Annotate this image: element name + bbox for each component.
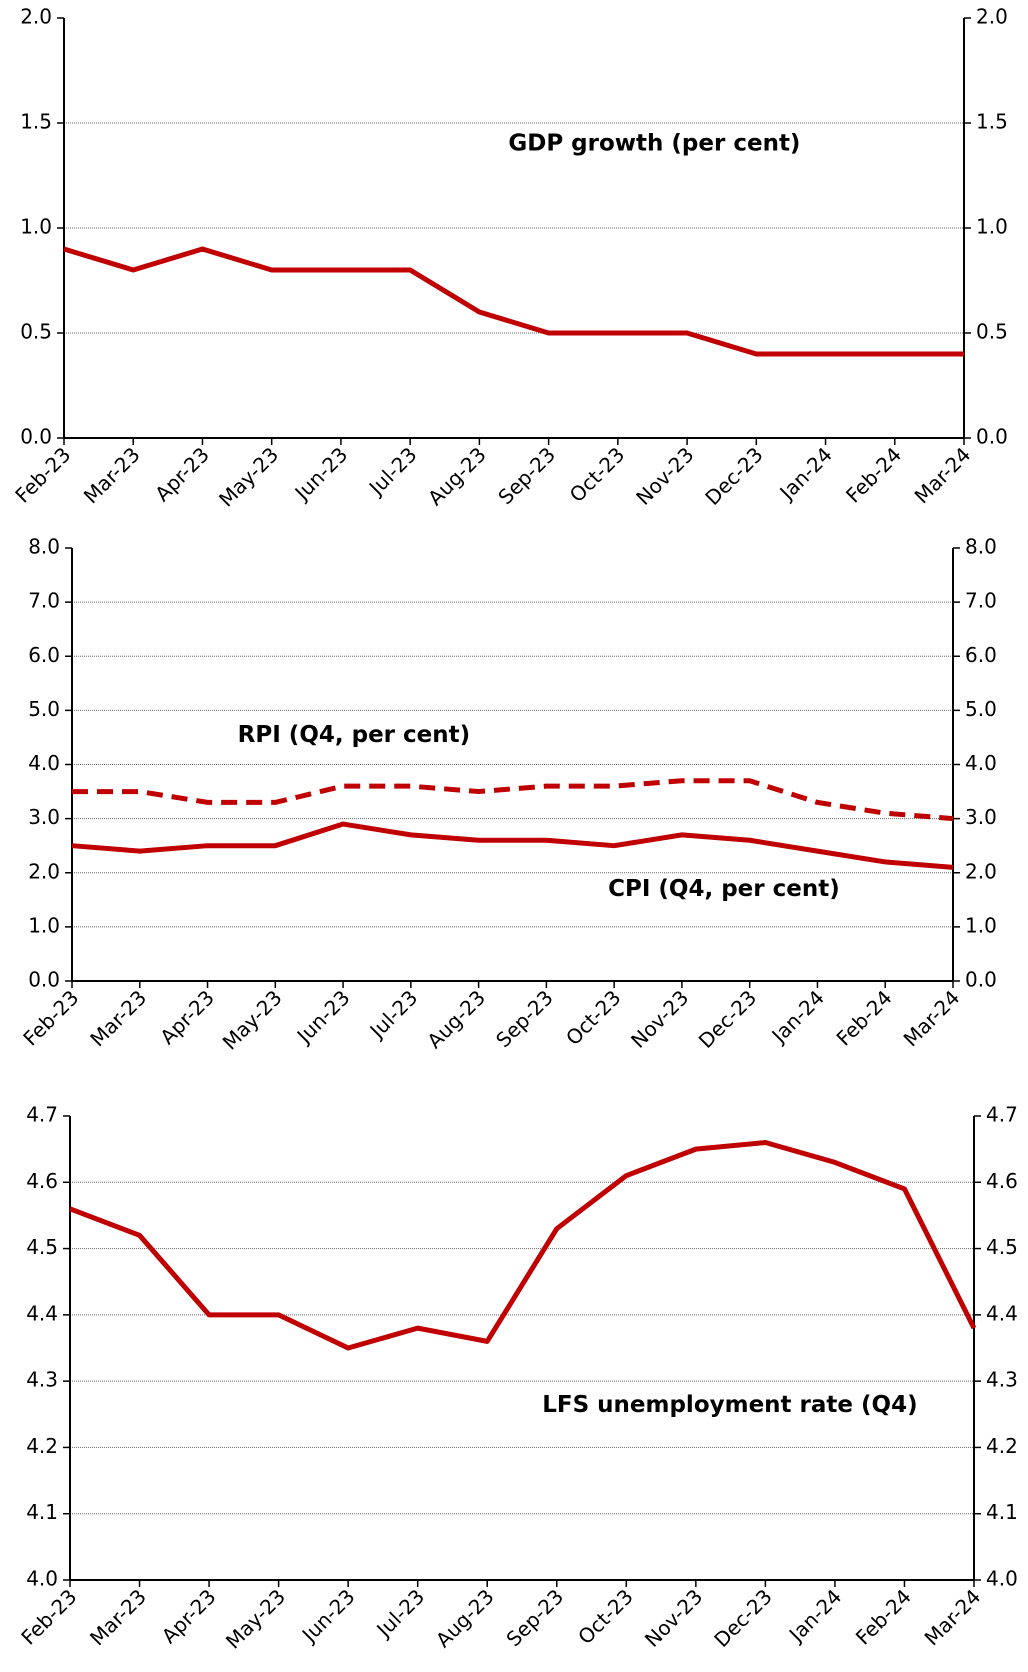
y2-tick-label: 6.0 <box>965 643 997 667</box>
x-tick-label: Dec-23 <box>709 1584 776 1651</box>
y2-tick-label: 4.2 <box>986 1434 1018 1458</box>
x-tick-label: Apr-23 <box>150 442 214 506</box>
y-tick-label: 4.2 <box>26 1434 58 1458</box>
y-tick-label: 4.5 <box>26 1235 58 1259</box>
x-tick-label: Sep-23 <box>491 985 558 1052</box>
x-tick-label: Jun-23 <box>296 1584 360 1648</box>
series-label: LFS unemployment rate (Q4) <box>542 1392 917 1418</box>
y2-tick-label: 4.6 <box>986 1169 1018 1193</box>
y2-tick-label: 4.0 <box>965 751 997 775</box>
y-tick-label: 5.0 <box>28 697 60 721</box>
y-tick-label: 4.0 <box>28 751 60 775</box>
x-tick-label: Feb-23 <box>10 442 75 507</box>
x-tick-label: Aug-23 <box>422 985 490 1053</box>
y2-tick-label: 4.4 <box>986 1301 1018 1325</box>
y-tick-label: 6.0 <box>28 643 60 667</box>
y-tick-label: 4.0 <box>26 1567 58 1591</box>
y-tick-label: 1.0 <box>28 913 60 937</box>
y2-tick-label: 4.1 <box>986 1500 1018 1524</box>
x-tick-label: Dec-23 <box>694 985 761 1052</box>
y2-tick-label: 1.5 <box>976 110 1008 134</box>
x-tick-label: Jul-23 <box>363 442 422 501</box>
x-tick-label: May-23 <box>214 442 283 511</box>
x-tick-label: Jan-24 <box>766 985 829 1048</box>
x-tick-label: Feb-23 <box>16 1584 81 1649</box>
x-tick-label: Mar-23 <box>85 1584 151 1650</box>
x-tick-label: Dec-23 <box>700 442 767 509</box>
x-tick-label: Nov-23 <box>640 1584 707 1651</box>
y-tick-label: 0.0 <box>28 968 60 992</box>
x-tick-label: Apr-23 <box>157 1584 221 1648</box>
x-tick-label: Jan-24 <box>783 1584 846 1647</box>
x-tick-label: Oct-23 <box>573 1584 638 1649</box>
y2-tick-label: 0.0 <box>965 968 997 992</box>
y-tick-label: 0.5 <box>20 320 52 344</box>
y-tick-label: 3.0 <box>28 805 60 829</box>
y-tick-label: 2.0 <box>20 5 52 29</box>
y2-tick-label: 4.7 <box>986 1103 1018 1127</box>
y-tick-label: 7.0 <box>28 589 60 613</box>
x-tick-label: Aug-23 <box>431 1584 499 1652</box>
x-tick-label: Nov-23 <box>626 985 693 1052</box>
x-tick-label: Sep-23 <box>501 1584 568 1651</box>
y2-tick-label: 3.0 <box>965 805 997 829</box>
x-tick-label: Feb-24 <box>841 442 906 507</box>
x-tick-label: Apr-23 <box>155 985 219 1049</box>
y2-tick-label: 5.0 <box>965 697 997 721</box>
x-tick-label: Jan-24 <box>774 442 837 505</box>
y2-tick-label: 0.0 <box>976 425 1008 449</box>
x-tick-label: Feb-24 <box>851 1584 916 1649</box>
series-line <box>63 246 964 357</box>
y-tick-label: 1.0 <box>20 215 52 239</box>
y-tick-label: 4.4 <box>26 1301 58 1325</box>
x-tick-label: Jun-23 <box>291 985 355 1049</box>
y-tick-label: 2.0 <box>28 859 60 883</box>
y2-tick-label: 8.0 <box>965 535 997 559</box>
x-tick-label: Mar-24 <box>910 442 976 508</box>
y-tick-label: 4.7 <box>26 1103 58 1127</box>
y-tick-label: 0.0 <box>20 425 52 449</box>
series-label: GDP growth (per cent) <box>508 131 800 157</box>
x-tick-label: Oct-23 <box>561 985 626 1050</box>
y-tick-label: 4.3 <box>26 1368 58 1392</box>
x-tick-label: Mar-24 <box>899 985 965 1051</box>
x-tick-label: Nov-23 <box>631 442 698 509</box>
y-tick-label: 4.6 <box>26 1169 58 1193</box>
y2-tick-label: 1.0 <box>965 913 997 937</box>
x-tick-label: Aug-23 <box>423 442 491 510</box>
x-tick-label: Jul-23 <box>371 1584 430 1643</box>
y2-tick-label: 2.0 <box>976 5 1008 29</box>
y2-tick-label: 2.0 <box>965 859 997 883</box>
series-label: RPI (Q4, per cent) <box>238 722 470 748</box>
x-tick-label: Feb-23 <box>18 985 83 1050</box>
y2-tick-label: 7.0 <box>965 589 997 613</box>
y2-tick-label: 4.5 <box>986 1235 1018 1259</box>
x-tick-label: Jul-23 <box>364 985 423 1044</box>
y2-tick-label: 0.5 <box>976 320 1008 344</box>
series-line <box>69 1140 977 1351</box>
x-tick-label: Feb-24 <box>832 985 897 1050</box>
x-tick-label: Sep-23 <box>493 442 560 509</box>
x-tick-label: May-23 <box>221 1584 290 1653</box>
y2-tick-label: 1.0 <box>976 215 1008 239</box>
x-tick-label: Mar-24 <box>920 1584 986 1650</box>
series-line <box>72 778 954 822</box>
x-tick-label: May-23 <box>218 985 287 1054</box>
y2-tick-label: 4.0 <box>986 1567 1018 1591</box>
series-line <box>71 821 954 870</box>
y2-tick-label: 4.3 <box>986 1368 1018 1392</box>
y-tick-label: 8.0 <box>28 535 60 559</box>
x-tick-label: Mar-23 <box>79 442 145 508</box>
y-tick-label: 4.1 <box>26 1500 58 1524</box>
x-tick-label: Oct-23 <box>565 442 630 507</box>
x-tick-label: Jun-23 <box>289 442 353 506</box>
y-tick-label: 1.5 <box>20 110 52 134</box>
series-label: CPI (Q4, per cent) <box>608 876 840 902</box>
x-tick-label: Mar-23 <box>85 985 151 1051</box>
